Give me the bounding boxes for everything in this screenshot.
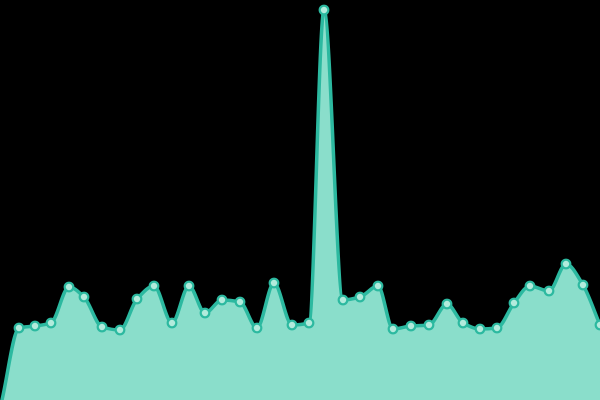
- data-point-marker[interactable]: [183, 280, 195, 292]
- data-point-marker[interactable]: [560, 258, 572, 270]
- data-point-marker[interactable]: [508, 297, 520, 309]
- data-point-marker[interactable]: [577, 279, 589, 291]
- data-point-marker[interactable]: [45, 317, 57, 329]
- data-point-marker[interactable]: [372, 280, 384, 292]
- data-point-marker[interactable]: [78, 291, 90, 303]
- data-point-marker[interactable]: [303, 317, 315, 329]
- data-point-marker[interactable]: [216, 294, 228, 306]
- data-point-marker[interactable]: [441, 298, 453, 310]
- data-point-marker[interactable]: [148, 280, 160, 292]
- data-point-marker[interactable]: [234, 296, 246, 308]
- data-point-marker[interactable]: [337, 294, 349, 306]
- data-point-marker[interactable]: [474, 323, 486, 335]
- data-point-marker[interactable]: [318, 4, 330, 16]
- area-fill: [2, 10, 600, 400]
- data-point-marker[interactable]: [491, 322, 503, 334]
- data-point-marker[interactable]: [166, 317, 178, 329]
- data-point-marker[interactable]: [594, 319, 600, 331]
- data-point-marker[interactable]: [29, 320, 41, 332]
- data-point-marker[interactable]: [199, 307, 211, 319]
- data-point-marker[interactable]: [63, 281, 75, 293]
- data-point-marker[interactable]: [114, 324, 126, 336]
- data-point-marker[interactable]: [131, 293, 143, 305]
- data-point-marker[interactable]: [251, 322, 263, 334]
- data-point-marker[interactable]: [354, 291, 366, 303]
- data-point-marker[interactable]: [96, 321, 108, 333]
- data-point-marker[interactable]: [387, 323, 399, 335]
- data-point-marker[interactable]: [286, 319, 298, 331]
- data-point-marker[interactable]: [524, 280, 536, 292]
- data-point-marker[interactable]: [405, 320, 417, 332]
- data-point-marker[interactable]: [543, 285, 555, 297]
- data-point-markers: [13, 4, 600, 336]
- data-point-marker[interactable]: [268, 277, 280, 289]
- data-point-marker[interactable]: [423, 319, 435, 331]
- data-point-marker[interactable]: [13, 322, 25, 334]
- data-point-marker[interactable]: [457, 317, 469, 329]
